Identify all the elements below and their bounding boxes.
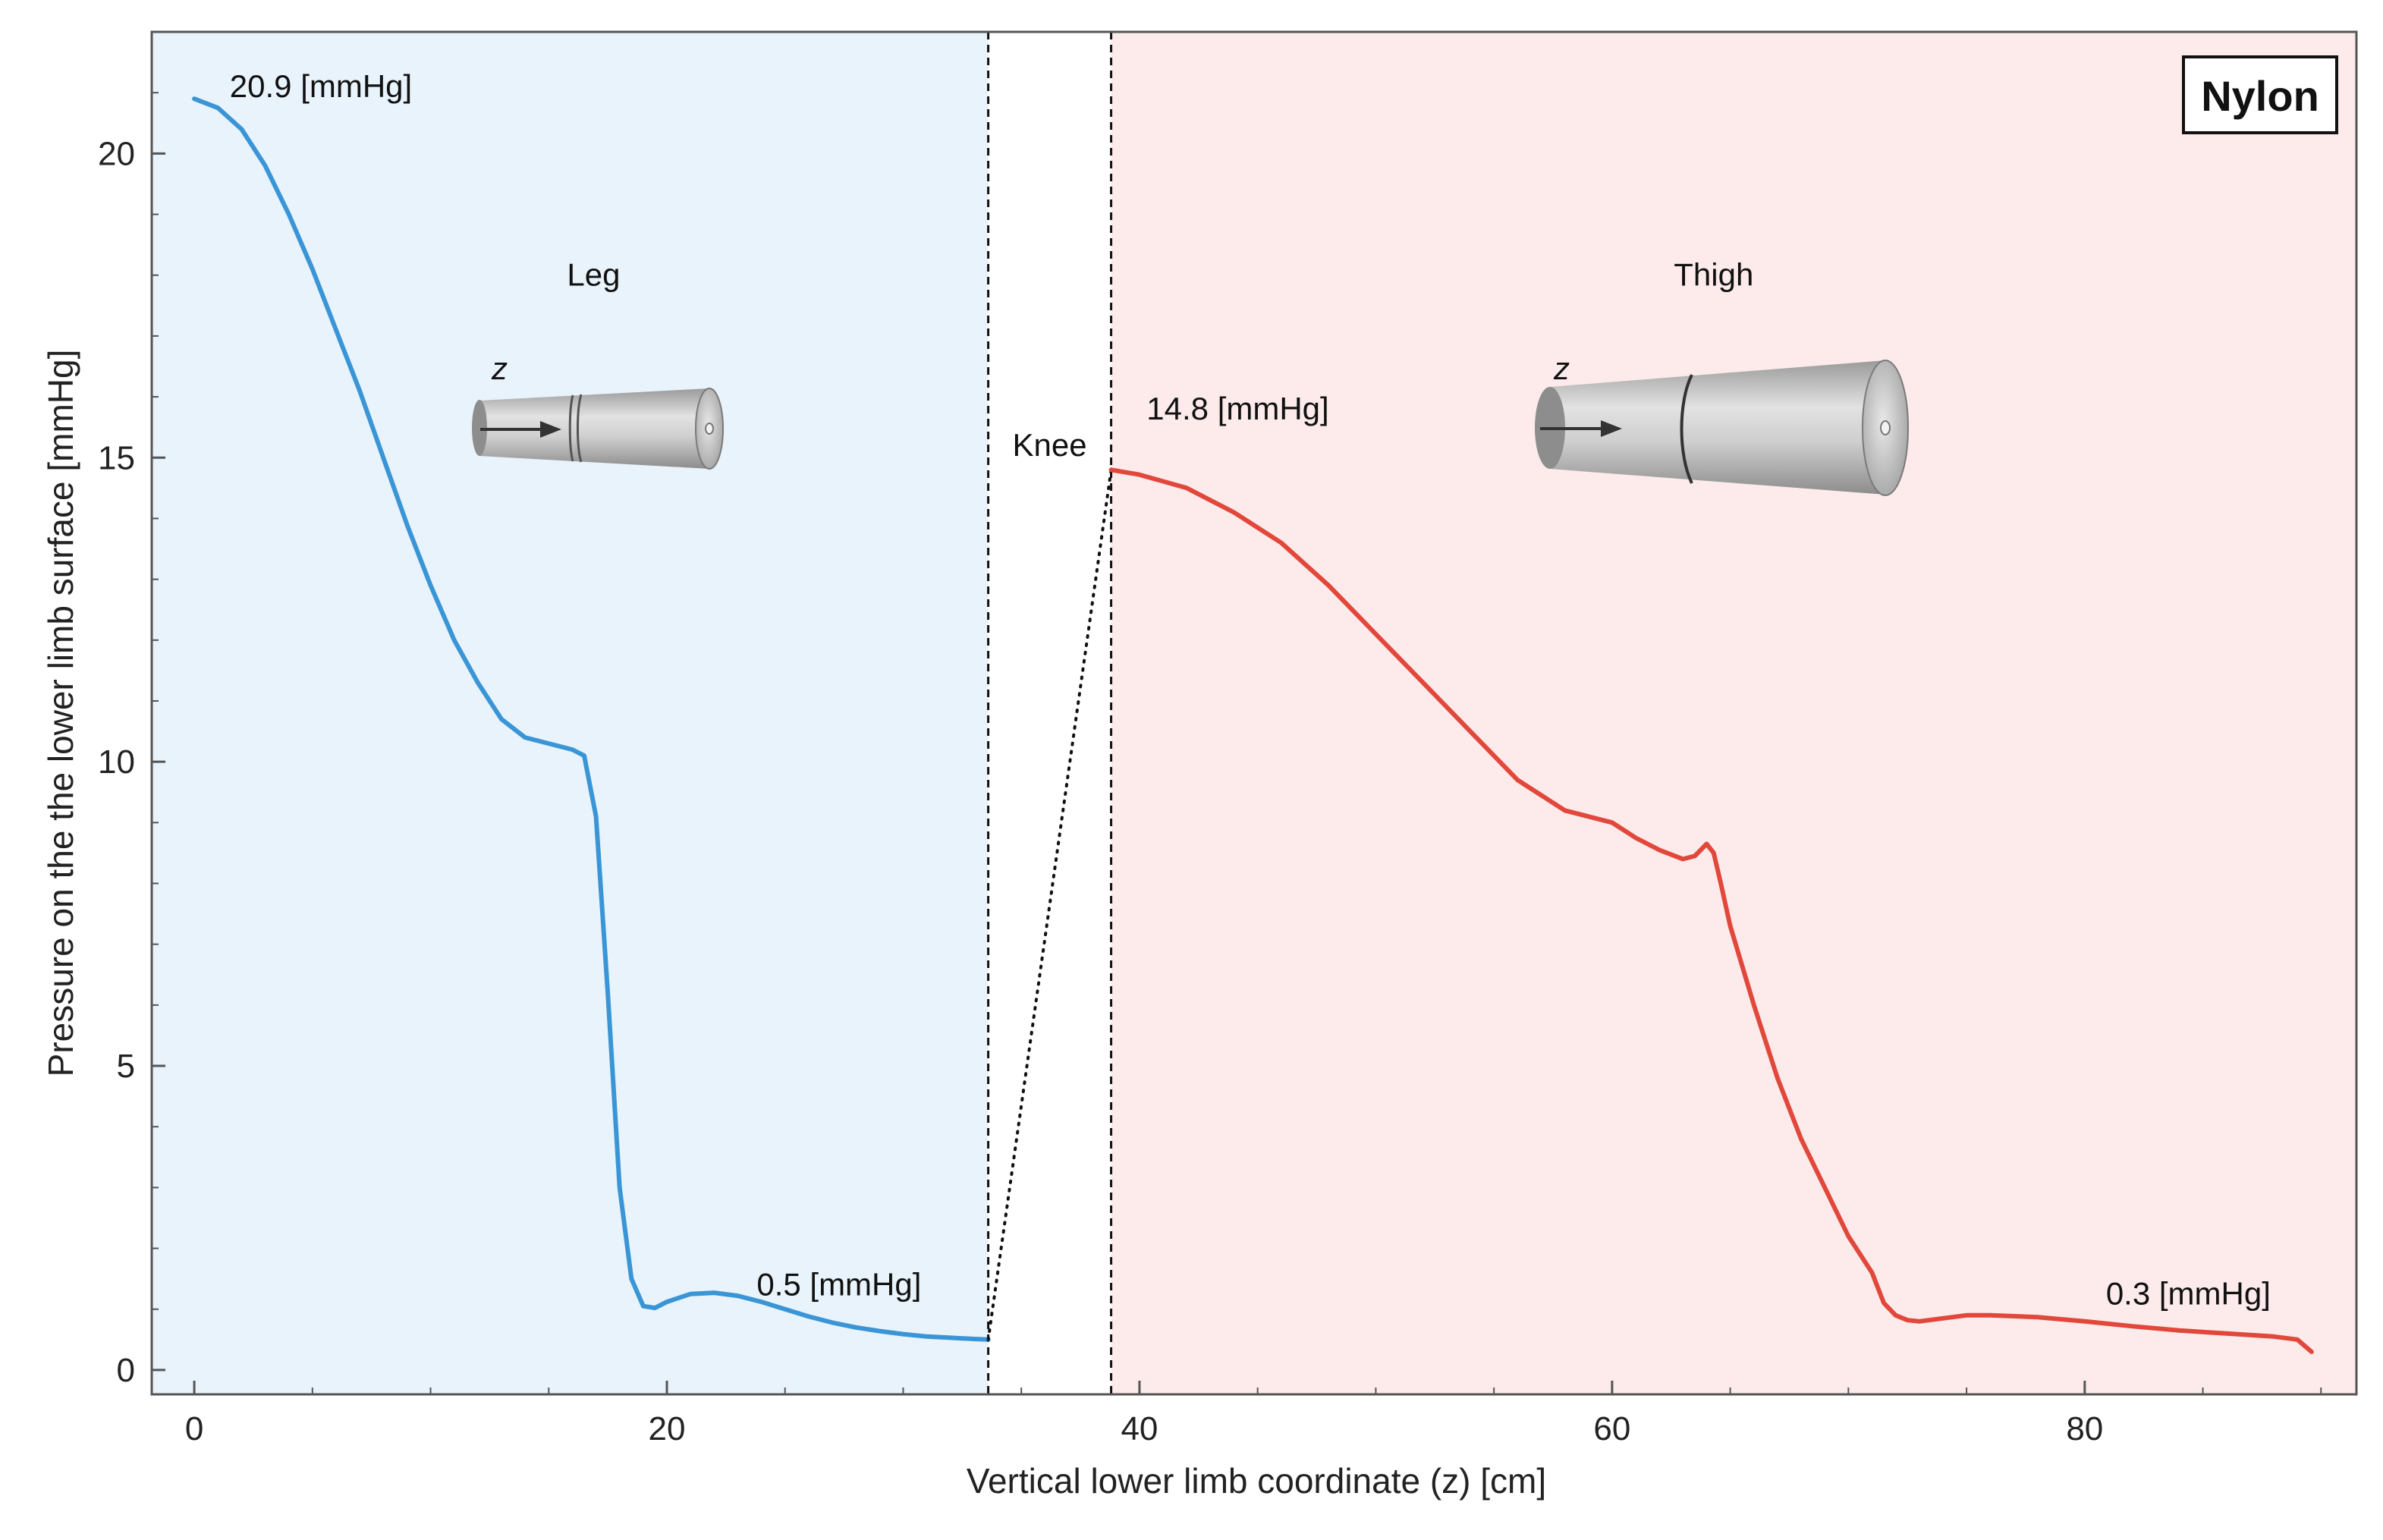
leg-cone-z-label: z xyxy=(491,350,508,386)
plot-border xyxy=(150,30,2358,1396)
x-tick-label-20: 20 xyxy=(649,1410,686,1447)
series-line-leg xyxy=(192,96,991,1342)
annotation-thigh-min: 0.3 [mmHg] xyxy=(2106,1276,2271,1312)
region-thigh xyxy=(1111,32,2356,1394)
y-tick-label-15: 15 xyxy=(98,439,135,476)
thigh-cone-z-label: z xyxy=(1553,350,1570,386)
material-badge: Nylon xyxy=(2182,55,2338,134)
series-line-thigh xyxy=(1108,467,2314,1354)
arrow-right-icon xyxy=(1601,420,1622,437)
y-axis-title: Pressure on the the lower limb surface [… xyxy=(41,350,80,1077)
thigh-cone-illustration: z xyxy=(1535,350,1909,496)
x-tick-label-80: 80 xyxy=(2066,1410,2103,1447)
y-tick-label-5: 5 xyxy=(117,1048,135,1085)
region-knee xyxy=(988,32,1111,1394)
arrow-right-icon xyxy=(540,421,561,438)
y-tick-label-10: 10 xyxy=(98,743,135,781)
x-axis-title: Vertical lower limb coordinate (z) [cm] xyxy=(967,1461,1546,1501)
x-tick-label-0: 0 xyxy=(185,1410,203,1447)
region-backgrounds xyxy=(152,32,2356,1394)
region-label-knee: Knee xyxy=(1013,427,1087,463)
region-label-thigh: Thigh xyxy=(1674,257,1753,293)
x-tick-label-60: 60 xyxy=(1593,1410,1630,1447)
region-leg xyxy=(152,32,989,1394)
y-tick-label-0: 0 xyxy=(117,1352,135,1389)
plot-frame xyxy=(150,30,2358,1396)
x-tick-label-40: 40 xyxy=(1121,1410,1158,1447)
data-series xyxy=(192,96,2314,1354)
region-label-leg: Leg xyxy=(567,257,620,293)
leg-cone-illustration: z xyxy=(472,350,724,470)
annotation-leg-min: 0.5 [mmHg] xyxy=(756,1267,921,1303)
knee-boundaries xyxy=(987,32,1113,1394)
svg-text:Nylon: Nylon xyxy=(2201,72,2319,120)
y-tick-label-20: 20 xyxy=(98,135,135,172)
annotation-leg-max: 20.9 [mmHg] xyxy=(230,68,412,104)
axis-ticks: 0 20 40 60 80 0 5 10 15 20 xyxy=(98,92,2322,1447)
annotation-thigh-max: 14.8 [mmHg] xyxy=(1146,391,1328,426)
